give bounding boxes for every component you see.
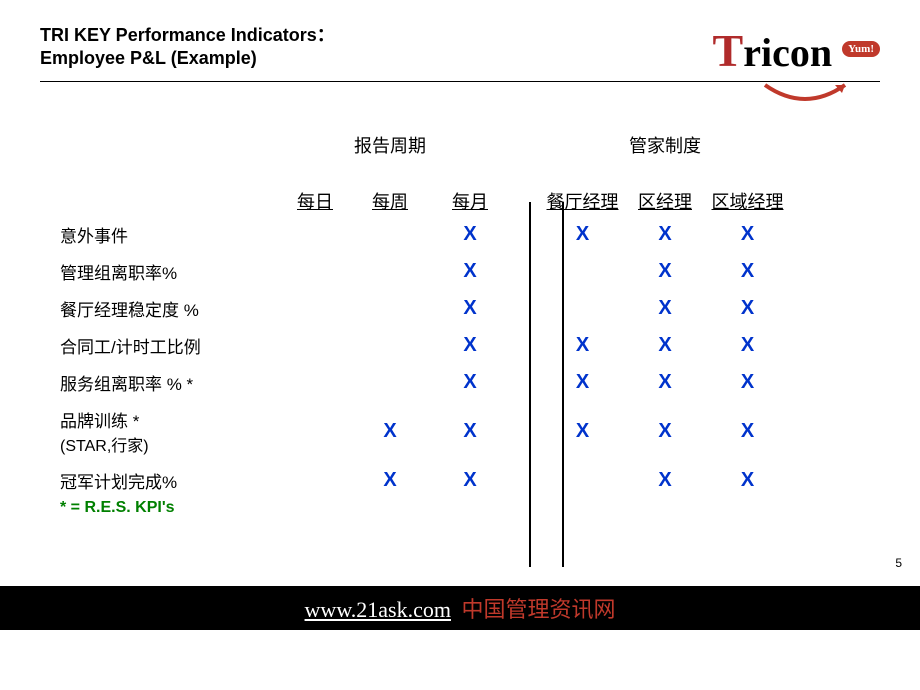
x-mark-cell: [540, 303, 625, 315]
x-mark-cell: X: [705, 328, 790, 363]
col-restaurant-mgr: 餐厅经理: [540, 188, 625, 216]
smile-icon: [760, 70, 850, 117]
x-mark-cell: [350, 340, 430, 352]
x-mark-cell: [280, 229, 350, 241]
col-district-mgr: 区经理: [625, 188, 705, 216]
x-mark-cell: X: [350, 463, 430, 498]
x-mark-cell: X: [430, 463, 510, 498]
x-mark-cell: X: [540, 217, 625, 252]
title-line-1: TRI KEY Performance Indicators：: [40, 25, 335, 45]
x-mark-cell: [350, 229, 430, 241]
row-label: 管理组离职率%: [60, 253, 280, 290]
x-mark-cell: [280, 303, 350, 315]
page-number: 5: [895, 556, 902, 570]
x-mark-cell: X: [705, 365, 790, 400]
x-mark-cell: X: [705, 254, 790, 289]
row-label: 餐厅经理稳定度 %: [60, 290, 280, 327]
x-mark-cell: [280, 340, 350, 352]
x-mark-cell: X: [705, 217, 790, 252]
x-mark-cell: X: [625, 217, 705, 252]
vertical-divider-1: [529, 202, 531, 567]
x-mark-cell: [540, 266, 625, 278]
footnote-res-kpi: * = R.E.S. KPI's: [60, 499, 880, 517]
x-mark-cell: X: [430, 365, 510, 400]
title-line-2: Employee P&L (Example): [40, 48, 257, 68]
kpi-table: 报告周期 管家制度 每日 每周 每月 餐厅经理 区经理 区域经理 意外事件XXX…: [60, 132, 880, 499]
column-header-row: 每日 每周 每月 餐厅经理 区经理 区域经理: [60, 188, 880, 216]
vertical-divider-2: [562, 202, 564, 567]
x-mark-cell: X: [705, 414, 790, 449]
x-mark-cell: X: [540, 328, 625, 363]
x-mark-cell: X: [705, 463, 790, 498]
table-row: 合同工/计时工比例XXXX: [60, 327, 880, 364]
logo-rest: ricon: [743, 30, 832, 75]
x-mark-cell: [540, 475, 625, 487]
x-mark-cell: X: [540, 365, 625, 400]
x-mark-cell: [350, 303, 430, 315]
page-title: TRI KEY Performance Indicators： Employee…: [40, 24, 335, 71]
x-mark-cell: [280, 475, 350, 487]
table-row: 意外事件XXXX: [60, 216, 880, 253]
col-daily: 每日: [280, 188, 350, 216]
x-mark-cell: X: [430, 291, 510, 326]
x-mark-cell: X: [625, 414, 705, 449]
row-sublabel: (STAR,行家): [60, 432, 280, 456]
row-label: 意外事件: [60, 216, 280, 253]
x-mark-cell: X: [625, 365, 705, 400]
footer-site-name: 中国管理资讯网: [461, 597, 615, 622]
title-divider: [40, 81, 880, 82]
row-label: 合同工/计时工比例: [60, 327, 280, 364]
table-row: 餐厅经理稳定度 %XXX: [60, 290, 880, 327]
yum-pill: Yum!: [842, 41, 880, 57]
table-row: 管理组离职率%XXX: [60, 253, 880, 290]
footer-bar: www.21ask.com 中国管理资讯网: [0, 586, 920, 630]
table-row: 冠军计划完成%XXXX: [60, 462, 880, 499]
logo-letter-t: T: [713, 25, 744, 76]
x-mark-cell: X: [430, 328, 510, 363]
x-mark-cell: X: [430, 414, 510, 449]
x-mark-cell: X: [430, 217, 510, 252]
x-mark-cell: X: [350, 414, 430, 449]
x-mark-cell: [280, 426, 350, 438]
x-mark-cell: [350, 266, 430, 278]
x-mark-cell: X: [625, 254, 705, 289]
col-monthly: 每月: [430, 188, 510, 216]
x-mark-cell: X: [625, 328, 705, 363]
tricon-logo: Tricon Yum!: [713, 24, 880, 77]
col-regional-mgr: 区域经理: [705, 188, 790, 216]
x-mark-cell: X: [625, 463, 705, 498]
x-mark-cell: X: [430, 254, 510, 289]
table-row: 服务组离职率 % *XXXX: [60, 364, 880, 401]
row-label: 冠军计划完成%: [60, 462, 280, 499]
group-header-report-period: 报告周期: [350, 132, 430, 158]
x-mark-cell: X: [625, 291, 705, 326]
row-label: 品牌训练 *(STAR,行家): [60, 401, 280, 462]
x-mark-cell: [280, 377, 350, 389]
col-weekly: 每周: [350, 188, 430, 216]
x-mark-cell: [280, 266, 350, 278]
footer-link[interactable]: www.21ask.com: [305, 597, 451, 622]
x-mark-cell: X: [540, 414, 625, 449]
group-header-row: 报告周期 管家制度: [60, 132, 880, 158]
row-label: 服务组离职率 % *: [60, 364, 280, 401]
group-header-mgmt-system: 管家制度: [625, 132, 705, 158]
x-mark-cell: X: [705, 291, 790, 326]
table-row: 品牌训练 *(STAR,行家)XXXXX: [60, 401, 880, 462]
x-mark-cell: [350, 377, 430, 389]
